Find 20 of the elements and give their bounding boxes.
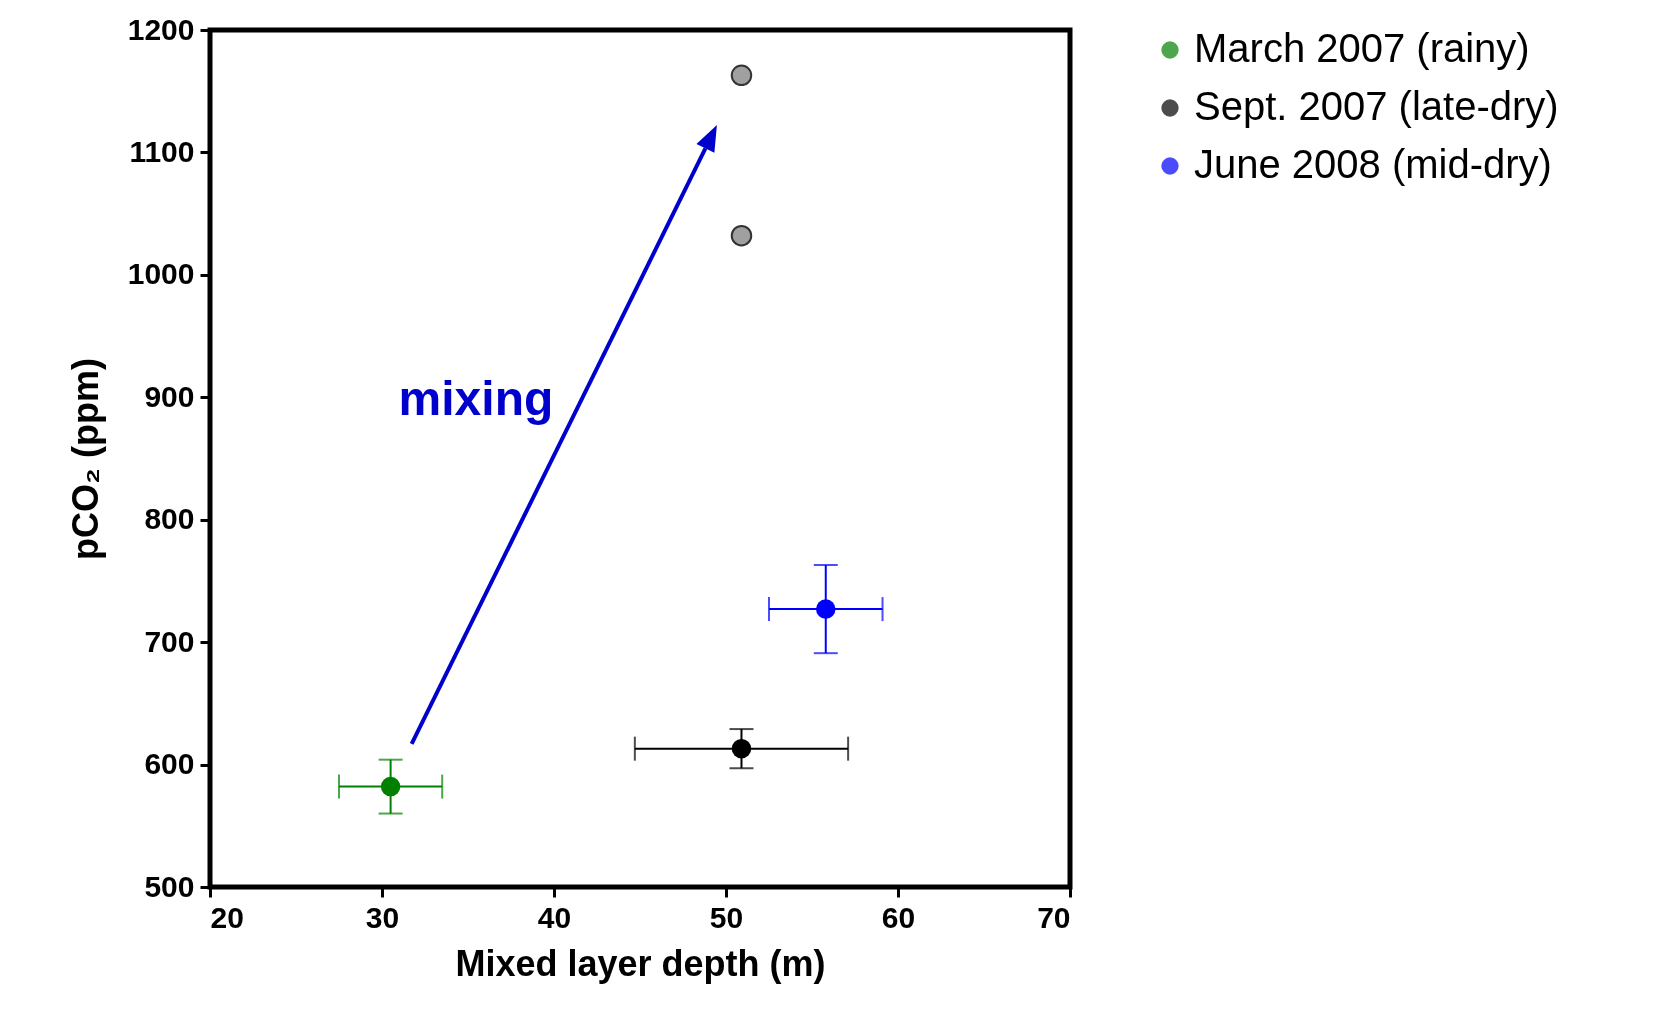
x-tick-label: 60 — [881, 900, 916, 934]
x-tick-label: 50 — [709, 900, 744, 934]
x-tick-label: 40 — [537, 900, 572, 934]
x-tick-label: 70 — [1037, 900, 1071, 934]
x-tick-label: 30 — [365, 900, 400, 934]
x-axis-title: Mixed layer depth (m) — [455, 942, 826, 984]
y-axis-title: pCO₂ (ppm) — [64, 358, 106, 560]
legend-label: March 2007 (rainy) — [1194, 26, 1530, 70]
annotation: mixing — [398, 372, 554, 426]
y-tick-label: 800 — [144, 502, 195, 536]
legend-label: Sept. 2007 (late-dry) — [1194, 84, 1559, 128]
y-tick-label: 1000 — [127, 257, 195, 291]
x-tick-label: 20 — [210, 900, 244, 934]
y-tick-label: 900 — [144, 379, 195, 413]
y-tick-label: 700 — [144, 624, 195, 658]
y-tick-label: 1100 — [129, 134, 195, 168]
legend-label: June 2008 (mid-dry) — [1194, 142, 1552, 186]
y-tick-label: 600 — [144, 747, 195, 781]
y-tick-label: 1200 — [127, 12, 195, 46]
y-tick-label: 500 — [144, 869, 195, 903]
